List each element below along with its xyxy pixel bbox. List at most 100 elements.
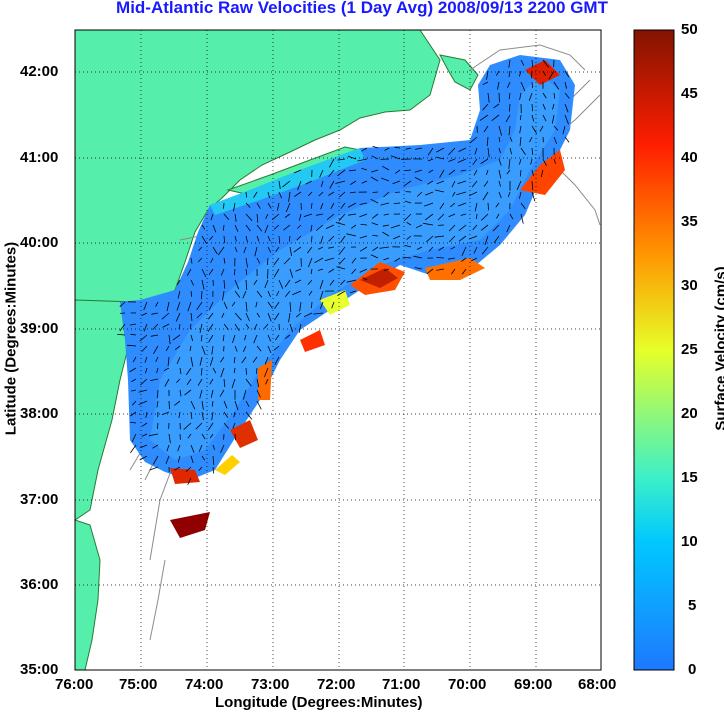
velocity-arrow (427, 147, 434, 156)
velocity-arrow (370, 254, 379, 259)
velocity-arrow (201, 411, 204, 421)
velocity-arrow (311, 235, 313, 242)
velocity-arrow (472, 158, 478, 166)
velocity-arrow (520, 81, 526, 92)
velocity-arrow (168, 433, 171, 444)
velocity-arrow (274, 312, 280, 321)
velocity-arrow (293, 169, 302, 174)
velocity-arrow (234, 279, 240, 290)
velocity-arrow (164, 378, 170, 387)
velocity-arrow (519, 92, 522, 100)
velocity-arrow (253, 279, 258, 285)
velocity-arrow (348, 213, 357, 216)
velocity-arrow (383, 268, 390, 272)
velocity-arrow (265, 213, 269, 219)
colorbar-tick-label: 0 (688, 661, 697, 678)
velocity-arrow (267, 235, 271, 242)
velocity-arrow (531, 125, 538, 134)
velocity-arrow (482, 103, 489, 111)
velocity-arrow (519, 158, 522, 165)
velocity-arrow (371, 213, 379, 219)
velocity-arrow (244, 334, 247, 341)
velocity-arrow (201, 224, 206, 230)
velocity-arrow (487, 202, 489, 211)
velocity-arrow (241, 356, 247, 364)
velocity-arrow (299, 301, 302, 312)
colorbar-tick-label: 50 (681, 21, 698, 38)
velocity-arrow (359, 246, 368, 252)
velocity-arrow (425, 191, 434, 196)
velocity-arrow (245, 235, 248, 243)
velocity-arrow (439, 169, 445, 178)
velocity-arrow (349, 290, 357, 294)
velocity-arrow (350, 224, 357, 229)
velocity-arrow (190, 279, 194, 286)
velocity-arrow (303, 312, 313, 318)
velocity-arrow (117, 334, 126, 336)
velocity-arrow (242, 389, 247, 400)
colorbar-tick-label: 40 (681, 149, 698, 166)
velocity-arrow (325, 224, 335, 229)
velocity-arrow (392, 180, 401, 185)
velocity-arrow (138, 400, 148, 405)
velocity-arrow (232, 422, 236, 429)
velocity-arrow (438, 246, 445, 251)
velocity-arrow (491, 114, 500, 122)
velocity-arrow (196, 301, 203, 311)
velocity-arrow (209, 356, 214, 366)
velocity-arrow (498, 136, 501, 143)
velocity-arrow (448, 235, 456, 243)
velocity-arrow (242, 345, 247, 352)
velocity-arrow (266, 257, 269, 266)
velocity-arrow (415, 147, 423, 150)
velocity-arrow (190, 455, 194, 464)
velocity-arrow (223, 301, 228, 310)
velocity-arrow (492, 224, 500, 232)
velocity-arrow (292, 290, 302, 296)
velocity-arrow (143, 323, 148, 332)
velocity-arrow (190, 334, 194, 342)
velocity-arrow (484, 235, 489, 246)
velocity-arrow (190, 444, 195, 453)
velocity-arrow (140, 378, 148, 386)
velocity-arrow (198, 257, 203, 263)
velocity-arrow (457, 202, 467, 207)
velocity-arrow (150, 334, 159, 337)
velocity-arrow (234, 400, 239, 411)
velocity-arrow (157, 389, 159, 399)
velocity-arrow (234, 433, 236, 441)
velocity-arrow (461, 268, 467, 275)
colorbar-tick-label: 45 (681, 85, 698, 102)
velocity-arrow (201, 345, 206, 355)
velocity-arrow (152, 455, 159, 465)
velocity-arrow (562, 125, 566, 135)
velocity-arrow (185, 367, 192, 376)
velocity-arrow (289, 323, 294, 333)
velocity-arrow (498, 125, 502, 136)
velocity-arrow (212, 444, 215, 450)
velocity-field-coastal (210, 148, 365, 215)
velocity-arrow (328, 268, 335, 273)
velocity-arrow (252, 356, 258, 363)
velocity-arrow (371, 222, 379, 226)
velocity-arrow (436, 147, 445, 153)
velocity-arrow (416, 191, 423, 197)
velocity-arrow (267, 290, 271, 297)
velocity-arrow (451, 180, 456, 188)
velocity-arrow (141, 433, 148, 437)
velocity-arrow (402, 256, 412, 259)
velocity-arrow (130, 411, 137, 417)
velocity-arrow (335, 222, 346, 226)
y-tick-label: 37:00 (20, 491, 59, 508)
velocity-arrow (131, 378, 137, 383)
velocity-arrow (542, 114, 547, 122)
velocity-arrow (308, 290, 313, 296)
velocity-arrow (480, 224, 489, 231)
velocity-arrow (221, 312, 225, 318)
velocity-arrow (155, 356, 159, 362)
velocity-arrow (253, 323, 258, 330)
velocity-arrow (129, 323, 137, 326)
velocity-arrow (437, 213, 445, 221)
velocity-arrow (295, 312, 302, 318)
velocity-arrow (211, 411, 214, 421)
